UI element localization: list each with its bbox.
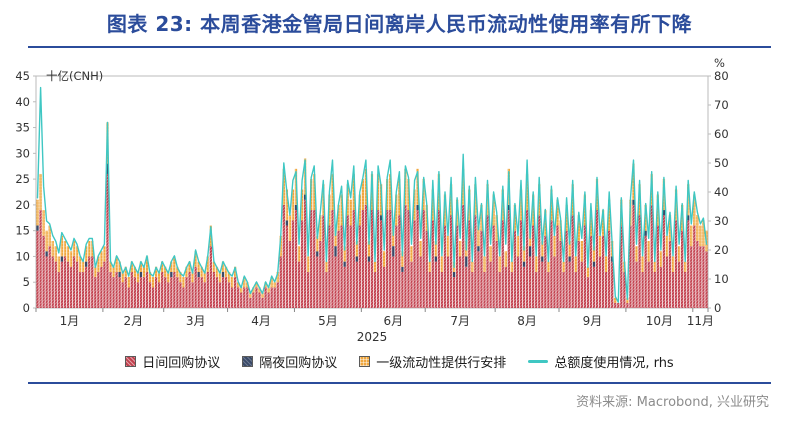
svg-text:0: 0 <box>23 301 30 315</box>
page: 图表 23: 本周香港金管局日间离岸人民币流动性使用率有所下降 0 5 10 15 20… <box>0 12 799 410</box>
svg-text:5: 5 <box>23 275 30 289</box>
svg-text:10月: 10月 <box>646 314 673 328</box>
svg-text:15: 15 <box>15 224 30 238</box>
svg-text:10: 10 <box>15 249 30 263</box>
legend-item-day-repo: 日间回购协议 <box>125 352 220 371</box>
svg-text:40: 40 <box>714 185 729 199</box>
svg-text:2025: 2025 <box>357 330 388 344</box>
svg-text:8月: 8月 <box>517 314 537 328</box>
chart-title: 图表 23: 本周香港金管局日间离岸人民币流动性使用率有所下降 <box>106 12 693 36</box>
svg-text:60: 60 <box>714 127 729 141</box>
svg-text:7月: 7月 <box>450 314 470 328</box>
svg-text:5月: 5月 <box>318 314 338 328</box>
legend-label: 日间回购协议 <box>142 355 221 371</box>
svg-text:30: 30 <box>15 146 30 160</box>
svg-text:11月: 11月 <box>687 314 714 328</box>
svg-text:1月: 1月 <box>60 314 80 328</box>
plp-swatch-icon <box>359 355 371 367</box>
legend-item-overnight-repo: 隔夜回购协议 <box>242 352 337 371</box>
svg-text:70: 70 <box>714 98 729 112</box>
legend-label: 一级流动性提供行安排 <box>376 355 507 371</box>
svg-text:25: 25 <box>15 172 30 186</box>
svg-text:50: 50 <box>714 156 729 170</box>
svg-text:9月: 9月 <box>583 314 603 328</box>
legend-item-plp: 一级流动性提供行安排 <box>359 352 506 371</box>
svg-text:6月: 6月 <box>383 314 403 328</box>
legend-label: 隔夜回购协议 <box>259 355 338 371</box>
svg-text:4月: 4月 <box>251 314 271 328</box>
svg-text:35: 35 <box>15 121 30 135</box>
svg-text:3月: 3月 <box>186 314 206 328</box>
legend-item-total-usage: 总额度使用情况, rhs <box>528 352 674 371</box>
svg-text:10: 10 <box>714 272 729 286</box>
svg-text:40: 40 <box>15 95 30 109</box>
bottom-divider <box>28 382 771 384</box>
svg-text:80: 80 <box>714 69 729 83</box>
svg-text:20: 20 <box>15 198 30 212</box>
liquidity-usage-chart: 05101520253035404501020304050607080十亿(CN… <box>15 56 729 344</box>
svg-text:十亿(CNH): 十亿(CNH) <box>46 69 103 83</box>
legend-label: 总额度使用情况, rhs <box>554 355 674 371</box>
svg-text:%: % <box>714 56 725 70</box>
total-usage-line-icon <box>528 359 549 363</box>
top-divider <box>28 46 771 48</box>
svg-text:0: 0 <box>714 301 721 315</box>
chart-legend: 日间回购协议 隔夜回购协议 一级流动性提供行安排 总额度使用情况, rhs <box>0 352 799 371</box>
svg-text:45: 45 <box>15 69 30 83</box>
source-note: 资料来源: Macrobond, 兴业研究 <box>576 395 769 410</box>
svg-text:30: 30 <box>714 214 729 228</box>
day-repo-swatch-icon <box>125 355 137 367</box>
svg-text:20: 20 <box>714 243 729 257</box>
overnight-repo-swatch-icon <box>242 355 254 367</box>
svg-text:2月: 2月 <box>123 314 143 328</box>
